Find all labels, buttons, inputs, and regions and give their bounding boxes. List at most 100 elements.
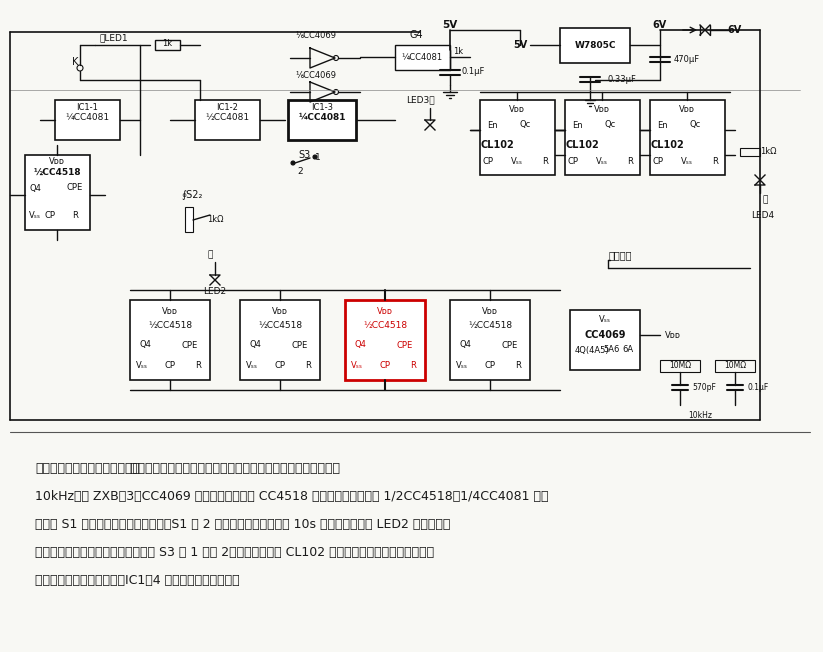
Text: 响），同时计数，此时被测者立即将 S3 由 1 拨向 2，停止计数，由 CL102 计数、译码、显示器件显示的数: 响），同时计数，此时被测者立即将 S3 由 1 拨向 2，停止计数，由 CL10…: [35, 546, 434, 559]
Text: CP: CP: [485, 361, 495, 370]
Text: Vᴅᴅ: Vᴅᴅ: [509, 106, 525, 115]
Text: Vᴅᴅ: Vᴅᴅ: [665, 331, 681, 340]
Text: Vₛₛ: Vₛₛ: [681, 158, 693, 166]
Bar: [480, 100, 555, 175]
Bar: [155, 40, 180, 50]
Text: K: K: [72, 57, 78, 67]
Text: R: R: [305, 361, 311, 370]
Text: CPE: CPE: [67, 183, 83, 192]
Text: ½CC4518: ½CC4518: [148, 321, 192, 329]
Text: Qc: Qc: [519, 121, 531, 130]
Bar: [185, 207, 193, 232]
Text: CL102: CL102: [650, 140, 684, 150]
Text: CPE: CPE: [397, 340, 413, 349]
Text: R: R: [712, 158, 718, 166]
Text: CP: CP: [568, 158, 579, 166]
Text: 10MΩ: 10MΩ: [724, 361, 746, 370]
Text: 6V: 6V: [653, 20, 667, 30]
Text: 570pF: 570pF: [692, 383, 716, 391]
Text: 制开关 S1 组成的伪随机信号发生器。S1 在 2 时，进入测试准备，在 10s 时间内将随机使 LED2 点亮（或声: 制开关 S1 组成的伪随机信号发生器。S1 在 2 时，进入测试准备，在 10s…: [35, 518, 450, 531]
Bar: [395, 45, 450, 70]
Bar: [570, 310, 640, 370]
Text: CP: CP: [44, 211, 55, 220]
Text: 5V: 5V: [513, 40, 527, 50]
Text: CL102: CL102: [565, 140, 599, 150]
Text: R: R: [515, 361, 521, 370]
Text: 0.1μF: 0.1μF: [462, 68, 486, 76]
Text: ½CC4518: ½CC4518: [33, 168, 81, 177]
Bar: [130, 300, 210, 380]
Bar: [715, 360, 755, 372]
Text: 0.1μF: 0.1μF: [748, 383, 770, 391]
Text: Q4: Q4: [249, 340, 261, 349]
Bar: [240, 300, 320, 380]
Text: 10kHz晶振 ZXB－3、CC4069 产生的方波信号经 CC4518 四级十分频后，送由 1/2CC4518、1/4CC4081 及控: 10kHz晶振 ZXB－3、CC4069 产生的方波信号经 CC4518 四级十…: [35, 490, 548, 503]
Text: CPE: CPE: [292, 340, 308, 349]
Text: En: En: [572, 121, 583, 130]
Text: 1k: 1k: [162, 40, 172, 48]
Text: CP: CP: [653, 158, 663, 166]
Text: ⅙CC4069: ⅙CC4069: [295, 70, 336, 80]
Bar: [450, 300, 530, 380]
Text: 5V: 5V: [443, 20, 458, 30]
Bar: [195, 100, 260, 140]
Text: ¼CC4081: ¼CC4081: [402, 53, 443, 61]
Text: R: R: [410, 361, 416, 370]
Text: LED2: LED2: [203, 288, 226, 297]
Bar: [288, 100, 356, 140]
Text: Vₛₛ: Vₛₛ: [599, 316, 611, 325]
Text: CP: CP: [482, 158, 494, 166]
Text: Vₛₛ: Vₛₛ: [29, 211, 41, 220]
Text: 此电路用于测试被测者在受到外界光、声刺激时的反应时间。由: 此电路用于测试被测者在受到外界光、声刺激时的反应时间。由: [122, 462, 340, 475]
Text: 2: 2: [297, 168, 303, 177]
Text: IC1-3: IC1-3: [311, 104, 333, 113]
Text: R: R: [627, 158, 633, 166]
Text: Q4: Q4: [29, 183, 41, 192]
Bar: [55, 100, 120, 140]
Text: 绿LED1: 绿LED1: [100, 33, 128, 42]
Text: CC4069: CC4069: [584, 330, 625, 340]
Text: CP: CP: [165, 361, 175, 370]
Text: ¼CC4081: ¼CC4081: [65, 113, 109, 123]
Text: CP: CP: [379, 361, 390, 370]
Text: ½CC4081: ½CC4081: [205, 113, 249, 123]
Text: 1kΩ: 1kΩ: [760, 147, 776, 156]
Text: ½CC4518: ½CC4518: [468, 321, 512, 329]
Text: 1k: 1k: [453, 48, 463, 57]
Text: 10MΩ: 10MΩ: [669, 361, 691, 370]
Text: IC1-2: IC1-2: [216, 104, 238, 113]
Text: CPE: CPE: [502, 340, 518, 349]
Text: Vᴅᴅ: Vᴅᴅ: [679, 106, 695, 115]
Text: Vₛₛ: Vₛₛ: [511, 158, 523, 166]
Text: Vᴅᴅ: Vᴅᴅ: [272, 308, 288, 316]
Text: ¼CC4081: ¼CC4081: [298, 113, 346, 123]
Bar: [560, 28, 630, 63]
Text: En: En: [657, 121, 667, 130]
Text: 蓝: 蓝: [762, 196, 768, 205]
Text: 6A: 6A: [622, 346, 634, 355]
Text: Vᴅᴅ: Vᴅᴅ: [162, 308, 178, 316]
Text: Vₛₛ: Vₛₛ: [596, 158, 608, 166]
Text: CPE: CPE: [182, 340, 198, 349]
Text: R: R: [542, 158, 548, 166]
Text: Vₛₛ: Vₛₛ: [456, 361, 468, 370]
Text: R: R: [195, 361, 201, 370]
Text: 6V: 6V: [728, 25, 742, 35]
Bar: [650, 100, 725, 175]
Text: Vᴅᴅ: Vᴅᴅ: [594, 106, 610, 115]
Text: 人体生理刺激反应时间测试电路: 人体生理刺激反应时间测试电路: [35, 462, 140, 475]
Text: En: En: [486, 121, 497, 130]
Bar: [345, 300, 425, 380]
Text: 4Q(4A5): 4Q(4A5): [575, 346, 610, 355]
Text: ⅙CC4069: ⅙CC4069: [295, 31, 336, 40]
Text: 值就是被测者的反应时间。IC1－4 是被测者连锁控制门。: 值就是被测者的反应时间。IC1－4 是被测者连锁控制门。: [35, 574, 239, 587]
Text: Qc: Qc: [690, 121, 700, 130]
Text: 470μF: 470μF: [674, 55, 700, 63]
Text: 手动清零: 手动清零: [608, 250, 632, 260]
Text: IC1-1: IC1-1: [76, 102, 98, 111]
Text: Vᴅᴅ: Vᴅᴅ: [49, 158, 65, 166]
Bar: [660, 360, 700, 372]
Text: Q4: Q4: [139, 340, 151, 349]
Text: Q4: Q4: [459, 340, 471, 349]
Text: Vₛₛ: Vₛₛ: [246, 361, 258, 370]
